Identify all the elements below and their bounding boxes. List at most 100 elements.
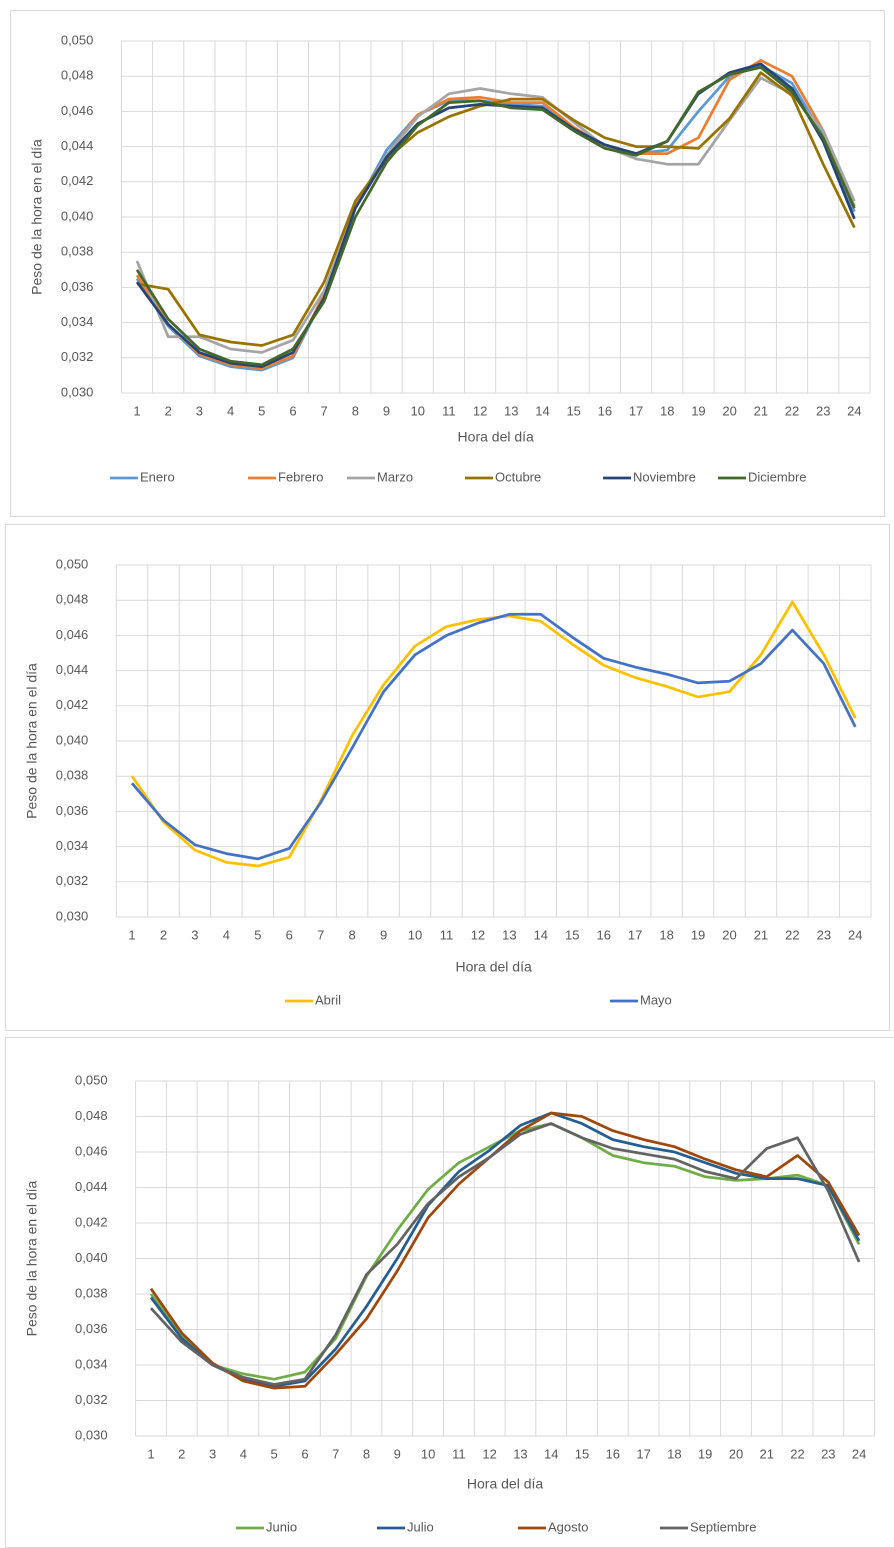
legend-label: Mayo — [640, 992, 672, 1007]
x-tick-label: 11 — [442, 403, 456, 418]
y-tick-label: 0,036 — [61, 279, 94, 294]
y-tick-label: 0,032 — [61, 349, 94, 364]
x-tick-label: 9 — [383, 403, 390, 418]
x-tick-label: 6 — [286, 927, 293, 942]
x-tick-label: 24 — [847, 403, 861, 418]
series-line — [136, 71, 856, 347]
x-tick-label: 17 — [628, 927, 642, 942]
x-tick-label: 5 — [258, 403, 265, 418]
series-line — [149, 1111, 861, 1390]
x-tick-label: 13 — [504, 403, 518, 418]
y-tick-label: 0,044 — [56, 662, 89, 677]
y-tick-label: 0,046 — [75, 1143, 108, 1158]
x-tick-label: 24 — [852, 1446, 866, 1461]
x-tick-label: 2 — [160, 927, 167, 942]
x-tick-label: 2 — [165, 403, 172, 418]
x-tick-label: 21 — [754, 927, 768, 942]
x-axis-title: Hora del día — [456, 959, 532, 975]
x-tick-label: 7 — [332, 1446, 339, 1461]
x-tick-label: 8 — [349, 927, 356, 942]
x-tick-label: 20 — [729, 1446, 743, 1461]
y-tick-label: 0,032 — [75, 1392, 108, 1407]
series-line — [135, 59, 856, 370]
legend-label: Noviembre — [633, 469, 696, 484]
x-tick-label: 16 — [596, 927, 610, 942]
x-tick-label: 22 — [790, 1446, 804, 1461]
x-tick-label: 8 — [352, 403, 359, 418]
x-tick-label: 13 — [513, 1446, 527, 1461]
legend-label: Agosto — [548, 1519, 588, 1534]
x-tick-label: 10 — [421, 1446, 435, 1461]
x-tick-label: 21 — [754, 403, 768, 418]
x-tick-label: 22 — [785, 403, 799, 418]
legend-label: Febrero — [278, 469, 324, 484]
y-tick-label: 0,038 — [75, 1285, 108, 1300]
x-tick-label: 14 — [535, 403, 549, 418]
y-tick-label: 0,044 — [75, 1179, 108, 1194]
y-tick-label: 0,030 — [61, 384, 94, 399]
y-tick-label: 0,040 — [75, 1250, 108, 1265]
series-line — [149, 1122, 861, 1386]
y-tick-label: 0,034 — [56, 838, 89, 853]
x-tick-label: 13 — [502, 927, 516, 942]
x-tick-label: 17 — [636, 1446, 650, 1461]
y-axis-title: Peso de la hora en el día — [29, 139, 45, 295]
x-tick-label: 19 — [691, 927, 705, 942]
y-tick-label: 0,040 — [56, 732, 89, 747]
y-tick-label: 0,050 — [61, 32, 94, 47]
y-tick-label: 0,036 — [56, 803, 89, 818]
y-tick-label: 0,048 — [56, 592, 89, 607]
x-tick-label: 11 — [440, 927, 454, 942]
x-tick-label: 14 — [544, 1446, 558, 1461]
x-tick-label: 23 — [816, 403, 830, 418]
y-tick-label: 0,046 — [61, 103, 94, 118]
legend-label: Diciembre — [748, 469, 807, 484]
y-axis-title: Peso de la hora en el día — [24, 663, 40, 819]
y-tick-label: 0,044 — [61, 138, 94, 153]
x-tick-label: 15 — [566, 403, 580, 418]
x-tick-label: 12 — [482, 1446, 496, 1461]
x-tick-label: 16 — [598, 403, 612, 418]
legend-label: Enero — [140, 469, 175, 484]
series-line — [135, 66, 856, 367]
y-tick-label: 0,038 — [61, 244, 94, 259]
x-tick-label: 1 — [147, 1446, 154, 1461]
legend-label: Marzo — [377, 469, 413, 484]
legend-label: Septiembre — [690, 1519, 756, 1534]
x-tick-label: 16 — [606, 1446, 620, 1461]
x-axis-title: Hora del día — [458, 429, 534, 445]
series-line — [130, 612, 857, 861]
x-tick-label: 14 — [534, 927, 548, 942]
x-tick-label: 7 — [321, 403, 328, 418]
x-tick-label: 11 — [452, 1446, 466, 1461]
y-tick-label: 0,040 — [61, 208, 94, 223]
x-tick-label: 21 — [760, 1446, 774, 1461]
x-tick-label: 23 — [817, 927, 831, 942]
x-tick-label: 18 — [659, 927, 673, 942]
x-tick-label: 18 — [660, 403, 674, 418]
x-tick-label: 19 — [698, 1446, 712, 1461]
legend-label: Julio — [407, 1519, 434, 1534]
x-tick-label: 12 — [473, 403, 487, 418]
y-tick-label: 0,036 — [75, 1321, 108, 1336]
y-tick-label: 0,046 — [56, 627, 89, 642]
x-tick-label: 15 — [565, 927, 579, 942]
y-tick-label: 0,042 — [56, 697, 89, 712]
x-tick-label: 10 — [408, 927, 422, 942]
x-tick-label: 12 — [471, 927, 485, 942]
x-tick-label: 4 — [223, 927, 230, 942]
legend-label: Octubre — [495, 469, 541, 484]
y-tick-label: 0,034 — [61, 314, 94, 329]
legend-label: Junio — [266, 1519, 297, 1534]
x-tick-label: 23 — [821, 1446, 835, 1461]
x-tick-label: 2 — [178, 1446, 185, 1461]
y-tick-label: 0,042 — [75, 1214, 108, 1229]
x-tick-label: 3 — [196, 403, 203, 418]
x-tick-label: 24 — [848, 927, 862, 942]
x-tick-label: 19 — [691, 403, 705, 418]
y-tick-label: 0,030 — [75, 1427, 108, 1442]
x-axis-title: Hora del día — [467, 1476, 543, 1492]
chart-frame — [5, 524, 890, 1031]
